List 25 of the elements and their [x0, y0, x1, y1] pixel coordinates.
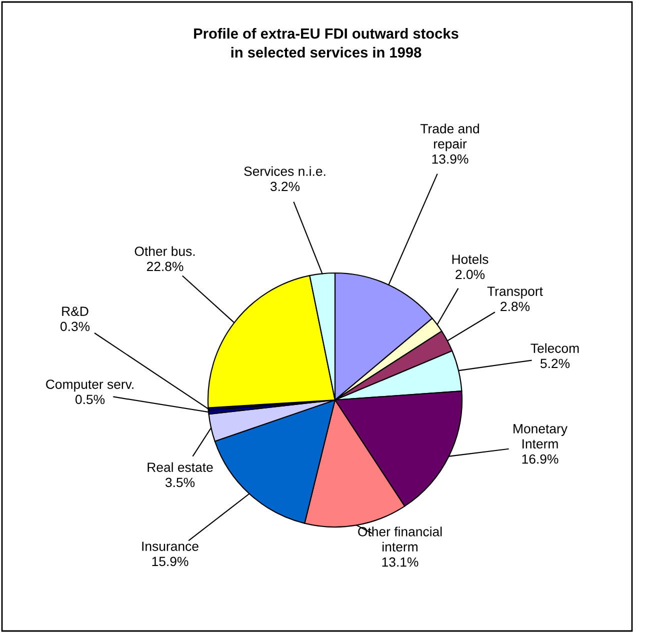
slice-label: Insurance [142, 542, 198, 551]
data-label: 2.0% [456, 270, 485, 280]
slice-label: Other financial interm [358, 526, 442, 552]
data-label: 5.2% [540, 358, 570, 368]
data-label: 2.8% [500, 302, 530, 312]
slice-label: Telecom [530, 343, 579, 353]
slice-label: Other bus. [134, 246, 195, 256]
data-label: 16.9% [522, 454, 558, 464]
slice-label: Computer serv. [46, 380, 134, 392]
slice-label: Trade and repair [420, 124, 479, 152]
data-label: 15.9% [152, 556, 188, 566]
slice-label: Services n.i.e. [244, 166, 326, 176]
data-label: 3.5% [165, 478, 195, 488]
slice-label: Transport [487, 286, 543, 299]
data-label: 0.3% [60, 322, 90, 332]
slice-label: Hotels [452, 254, 488, 264]
data-label: 13.1% [382, 557, 418, 567]
data-label: 0.5% [75, 394, 105, 404]
chart-title: Profile of extra-EU FDI outward stocks in selected services in 1998 [194, 28, 458, 58]
slice-label: Real estate [148, 462, 213, 472]
data-label: 22.8% [146, 262, 184, 272]
slice-label: R&D [62, 306, 88, 316]
data-label: 3.2% [270, 182, 300, 192]
slice-label: Monetary Interm [514, 424, 568, 449]
data-label: 13.9% [432, 154, 468, 164]
